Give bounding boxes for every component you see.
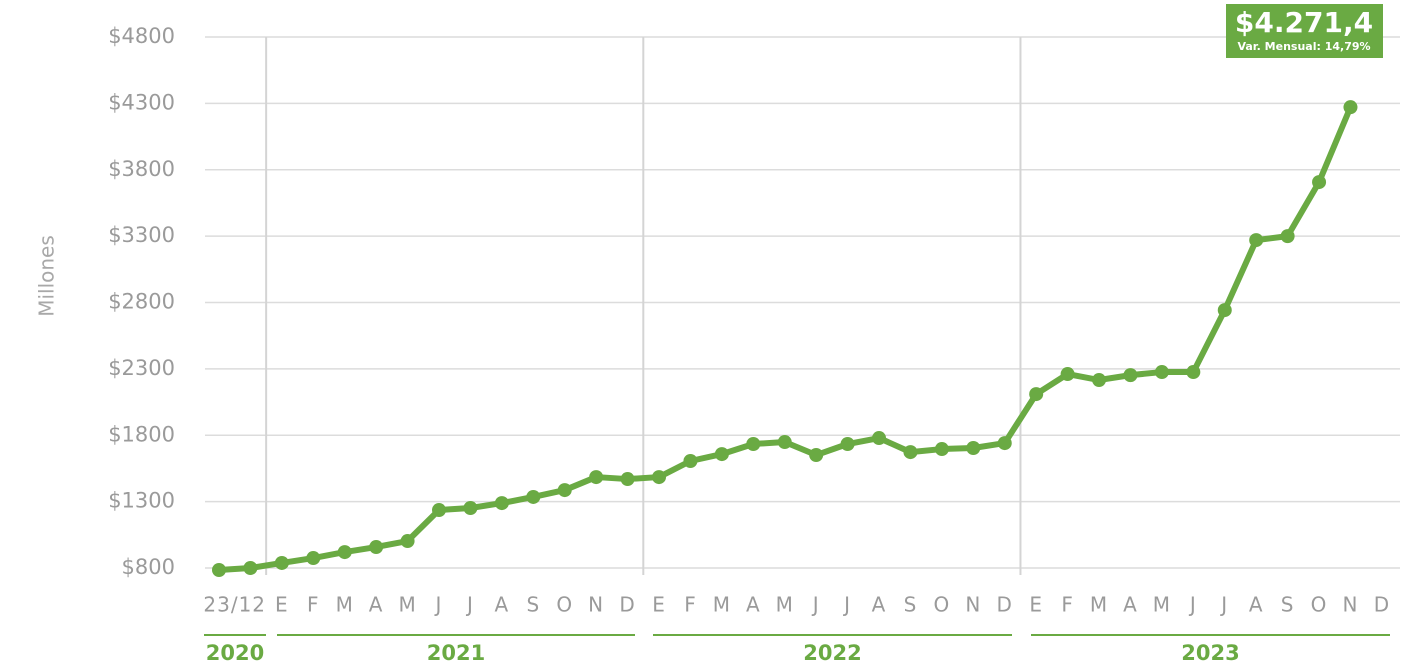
point <box>274 555 289 570</box>
x-tick-label: D <box>1374 593 1390 617</box>
y-tick-label: $2300 <box>108 356 175 380</box>
point <box>306 551 321 566</box>
x-tick-label: M <box>1090 593 1108 617</box>
point <box>777 435 792 450</box>
y-tick-label: $3300 <box>108 223 175 247</box>
point <box>966 440 981 455</box>
point <box>400 534 415 549</box>
x-tick-label: S <box>526 593 540 617</box>
x-tick-label: J <box>811 593 820 617</box>
value-badge <box>1226 4 1383 58</box>
year-label: 2023 <box>1181 641 1239 665</box>
point <box>746 437 761 452</box>
y-axis-label: Millones <box>35 235 59 317</box>
point <box>1092 373 1107 388</box>
x-tick-label: A <box>1123 593 1138 617</box>
point <box>243 561 258 575</box>
x-tick-label: A <box>872 593 887 617</box>
y-tick-label: $800 <box>122 555 175 579</box>
point <box>840 437 855 452</box>
x-tick-label: 23/12 <box>203 593 266 617</box>
point <box>1060 367 1075 382</box>
x-tick-label: D <box>619 593 635 617</box>
x-tick-label: S <box>1281 593 1295 617</box>
year-label: 2022 <box>803 641 861 665</box>
x-tick-label: N <box>588 593 604 617</box>
x-tick-label: J <box>465 593 474 617</box>
point <box>463 500 478 515</box>
x-tick-label: M <box>776 593 794 617</box>
x-tick-label: F <box>1061 593 1074 617</box>
x-tick-label: E <box>1029 593 1043 617</box>
point <box>934 442 949 457</box>
x-tick-label: J <box>842 593 851 617</box>
value-label: $4.271,4 <box>1235 6 1373 39</box>
x-tick-label: J <box>434 593 443 617</box>
x-tick-label: M <box>1153 593 1171 617</box>
point <box>526 489 541 504</box>
point <box>369 540 384 555</box>
point <box>494 496 509 511</box>
y-tick-label: $4300 <box>108 90 175 114</box>
x-tick-label: O <box>556 593 573 617</box>
point <box>337 545 352 560</box>
x-tick-label: O <box>934 593 951 617</box>
point <box>1029 387 1044 402</box>
point <box>714 447 729 462</box>
point <box>1249 233 1264 248</box>
x-tick-label: J <box>1219 593 1228 617</box>
point <box>809 448 824 463</box>
x-tick-label: E <box>275 593 289 617</box>
x-tick-label: O <box>1311 593 1328 617</box>
line <box>218 106 1354 573</box>
point <box>1123 368 1138 383</box>
y-tick-label: $1300 <box>108 489 175 513</box>
point <box>1280 229 1295 244</box>
point <box>652 470 667 485</box>
annotation: Var. Mensual: 14,79% <box>1237 40 1370 53</box>
x-tick-label: E <box>652 593 666 617</box>
x-tick-label: J <box>1188 593 1197 617</box>
point <box>212 562 226 577</box>
point <box>589 470 604 485</box>
x-tick-label: S <box>904 593 918 617</box>
y-tick-label: $3800 <box>108 157 175 181</box>
y-tick-label: $2800 <box>108 290 175 314</box>
x-tick-label: F <box>684 593 697 617</box>
point <box>432 502 447 517</box>
point <box>997 436 1012 451</box>
x-tick-label: A <box>369 593 384 617</box>
point <box>683 454 698 469</box>
point <box>1186 365 1201 380</box>
point <box>872 431 887 446</box>
x-tick-label: A <box>746 593 761 617</box>
y-tick-label: $4800 <box>108 24 175 48</box>
x-tick-label: M <box>713 593 731 617</box>
x-tick-label: A <box>495 593 510 617</box>
point <box>1154 365 1169 380</box>
x-tick-label: M <box>398 593 416 617</box>
point <box>903 445 918 460</box>
y-tick-label: $1800 <box>108 422 175 446</box>
x-tick-label: N <box>965 593 981 617</box>
point <box>1217 303 1232 318</box>
x-tick-label: M <box>336 593 354 617</box>
point <box>1343 100 1358 115</box>
x-tick-label: N <box>1342 593 1358 617</box>
year-label: 2021 <box>427 641 485 665</box>
point <box>1312 175 1327 190</box>
point <box>557 483 572 498</box>
point <box>620 472 635 487</box>
x-tick-label: A <box>1249 593 1264 617</box>
x-tick-label: D <box>997 593 1013 617</box>
x-tick-label: F <box>307 593 320 617</box>
year-label: 2020 <box>206 641 264 665</box>
